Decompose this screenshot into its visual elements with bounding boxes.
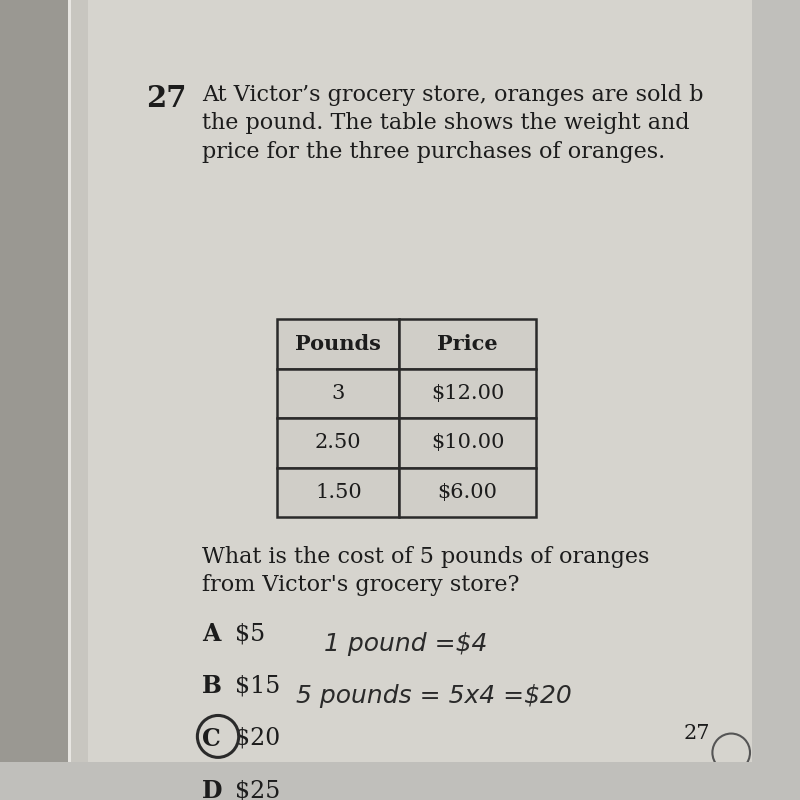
Bar: [278, 369, 399, 418]
Text: $12.00: $12.00: [431, 384, 504, 403]
Text: B: B: [202, 674, 222, 698]
Text: 3: 3: [332, 384, 345, 403]
Text: 27: 27: [146, 84, 186, 113]
Text: Pounds: Pounds: [295, 334, 382, 354]
Text: A: A: [202, 622, 221, 646]
Bar: [399, 418, 536, 468]
Bar: [88, 0, 752, 762]
Text: $10.00: $10.00: [431, 434, 504, 453]
Text: $20: $20: [235, 727, 280, 750]
Text: price for the three purchases of oranges.: price for the three purchases of oranges…: [202, 141, 666, 163]
Bar: [0, 0, 70, 762]
Bar: [278, 319, 399, 369]
Text: from Victor's grocery store?: from Victor's grocery store?: [202, 574, 519, 597]
Text: 2.50: 2.50: [315, 434, 362, 453]
Text: $6.00: $6.00: [438, 483, 498, 502]
Text: $5: $5: [235, 622, 265, 645]
Text: $15: $15: [235, 674, 280, 698]
Text: 27: 27: [683, 724, 710, 743]
Text: At Victor’s grocery store, oranges are sold b: At Victor’s grocery store, oranges are s…: [202, 84, 703, 106]
Text: Price: Price: [438, 334, 498, 354]
Bar: [278, 418, 399, 468]
Text: $25: $25: [235, 779, 280, 800]
Bar: [399, 369, 536, 418]
Text: What is the cost of 5 pounds of oranges: What is the cost of 5 pounds of oranges: [202, 546, 650, 568]
Bar: [399, 319, 536, 369]
Text: the pound. The table shows the weight and: the pound. The table shows the weight an…: [202, 113, 690, 134]
Bar: [278, 468, 399, 518]
Bar: [68, 0, 71, 762]
Bar: [71, 0, 88, 762]
Text: D: D: [202, 779, 222, 800]
Bar: [399, 468, 536, 518]
Text: C: C: [202, 727, 221, 751]
Text: 1.50: 1.50: [315, 483, 362, 502]
Text: 5 pounds = 5x4 =$20: 5 pounds = 5x4 =$20: [296, 684, 572, 708]
Text: 1 pound =$4: 1 pound =$4: [324, 632, 488, 656]
